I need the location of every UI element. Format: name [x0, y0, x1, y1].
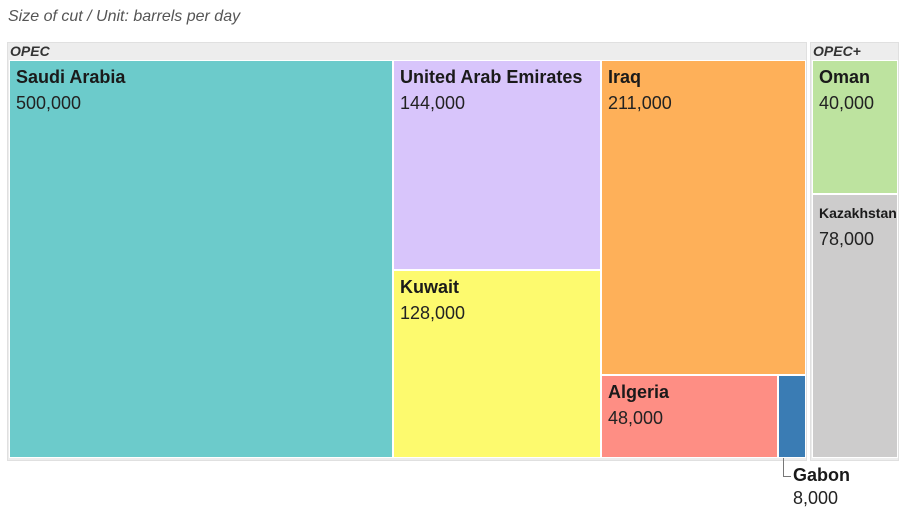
- cell-iraq: Iraq 211,000: [601, 60, 806, 375]
- cell-name-saudi-arabia: Saudi Arabia: [16, 67, 126, 87]
- chart-subtitle: Size of cut / Unit: barrels per day: [8, 8, 241, 25]
- group-label-opec-plus: OPEC+: [813, 43, 861, 59]
- cell-value-iraq: 211,000: [608, 93, 672, 113]
- cell-value-kuwait: 128,000: [400, 303, 466, 323]
- cell-kazakhstan: Kazakhstan 78,000: [812, 194, 898, 458]
- cell-united-arab-emirates: United Arab Emirates 144,000: [393, 60, 601, 270]
- gabon-callout-value: 8,000: [793, 488, 839, 508]
- cell-kuwait: Kuwait 128,000: [393, 270, 601, 458]
- cell-value-kazakhstan: 78,000: [819, 229, 875, 249]
- cell-gabon: [778, 375, 806, 458]
- cell-value-oman: 40,000: [819, 93, 875, 113]
- cell-saudi-arabia: Saudi Arabia 500,000: [9, 60, 393, 458]
- gabon-callout-line-vertical: [783, 458, 784, 476]
- cell-oman: Oman 40,000: [812, 60, 898, 194]
- cell-name-iraq: Iraq: [608, 67, 642, 87]
- cell-value-united-arab-emirates: 144,000: [400, 93, 466, 113]
- cell-name-kuwait: Kuwait: [400, 277, 460, 297]
- gabon-callout-name: Gabon: [793, 465, 850, 485]
- gabon-callout-line-horizontal: [783, 476, 791, 477]
- cell-value-saudi-arabia: 500,000: [16, 93, 82, 113]
- cell-name-united-arab-emirates: United Arab Emirates: [400, 67, 583, 87]
- cell-value-algeria: 48,000: [608, 408, 664, 428]
- cell-name-kazakhstan: Kazakhstan: [819, 205, 897, 221]
- cell-name-oman: Oman: [819, 67, 871, 87]
- cell-name-algeria: Algeria: [608, 382, 670, 402]
- cell-algeria: Algeria 48,000: [601, 375, 778, 458]
- group-label-opec: OPEC: [10, 43, 50, 59]
